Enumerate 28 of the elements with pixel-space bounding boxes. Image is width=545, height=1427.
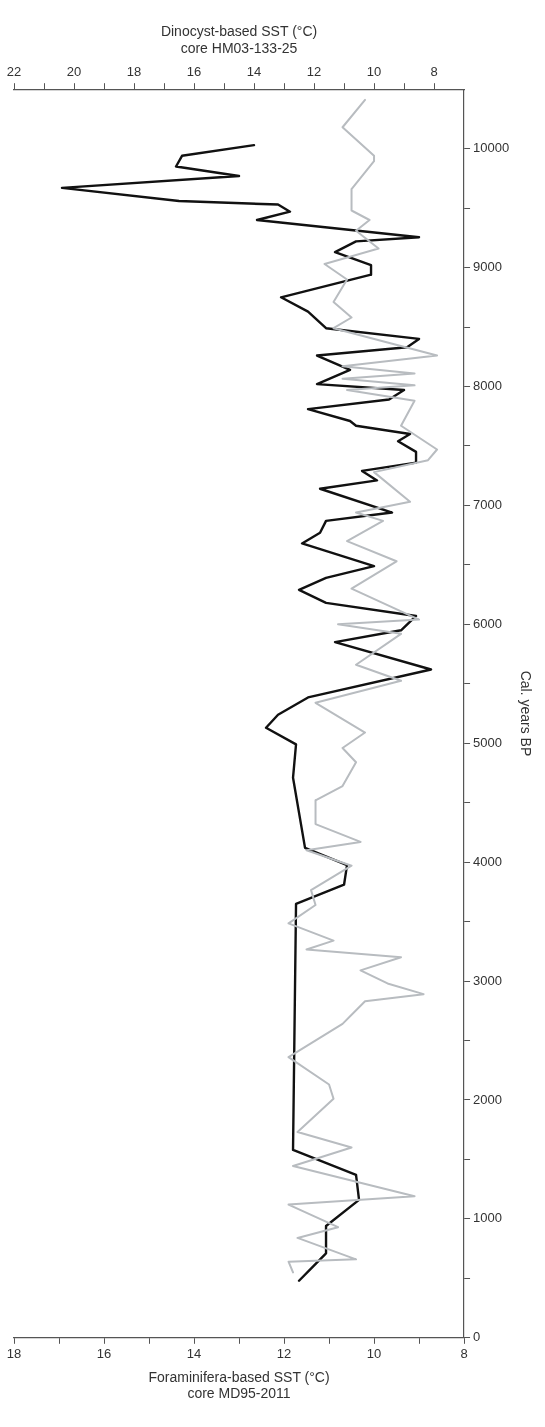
y-tick-label: 10000: [473, 140, 510, 156]
y-tick-label: 6000: [473, 615, 502, 631]
x2-tick-label: 18: [126, 63, 142, 79]
x2-tick-label: 16: [186, 63, 202, 79]
y-axis-title: Cal. years BP: [517, 670, 534, 757]
x-axis-title: Foraminifera-based SST (°C) core MD95-2011: [148, 1368, 330, 1402]
y-tick-label: 4000: [473, 853, 502, 869]
y-tick-label: 2000: [473, 1091, 502, 1107]
y-tick-label: 0: [473, 1329, 481, 1345]
y-tick-label: 1000: [473, 1210, 502, 1226]
x-tick-label: 8: [460, 1346, 468, 1362]
x-tick-label: 16: [96, 1346, 112, 1362]
y-tick-label: 9000: [473, 259, 502, 275]
x2-tick-label: 8: [430, 63, 438, 79]
x-tick-label: 10: [366, 1346, 382, 1362]
x2-tick-label: 20: [66, 63, 82, 79]
x-tick-label: 14: [186, 1346, 202, 1362]
y-tick-label: 7000: [473, 496, 502, 512]
x2-tick-label: 22: [6, 63, 22, 79]
x-tick-label: 18: [6, 1346, 22, 1362]
x2-axis-title: Dinocyst-based SST (°C) core HM03-133-25: [160, 23, 318, 57]
y-tick-label: 3000: [473, 972, 502, 988]
y-tick-label: 8000: [473, 378, 502, 394]
x-tick-label: 12: [276, 1346, 292, 1362]
x2-tick-label: 10: [366, 63, 382, 79]
x2-tick-label: 12: [306, 63, 322, 79]
x2-tick-label: 14: [246, 63, 262, 79]
y-tick-label: 5000: [473, 734, 502, 750]
